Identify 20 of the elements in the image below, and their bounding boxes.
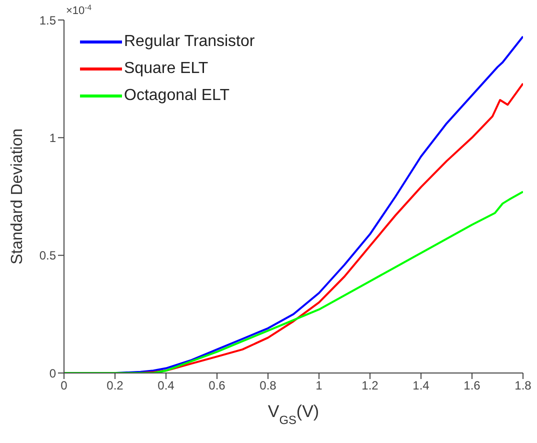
y-axis-title: Standard Deviation [9,128,26,265]
x-tick-label: 1.8 [514,378,532,393]
legend-label: Square ELT [124,60,208,78]
x-tick-label: 0 [60,378,68,393]
legend-label: Octagonal ELT [124,86,230,104]
x-tick-label: 1.4 [412,378,430,393]
x-tick-label: 1.2 [362,378,379,393]
y-tick-label: 0.5 [39,248,56,263]
x-tick-label: 0.8 [260,378,277,393]
x-axis-title: V$_{GS}$(V) [268,402,320,427]
x-tick-label: 0.4 [158,378,175,393]
y-tick-label: 1 [49,130,56,145]
x-tick-label: 1.6 [464,378,481,393]
x-tick-label: 0.6 [208,378,226,393]
x-tick-label: 1 [316,378,323,393]
y-tick-label: 0 [49,366,56,380]
text: ×10$^{-4}$ [66,2,92,17]
x-tick-label: 0.2 [106,378,124,393]
legend-label: Regular Transistor [124,32,255,50]
y-tick-label: 1.5 [39,13,56,28]
